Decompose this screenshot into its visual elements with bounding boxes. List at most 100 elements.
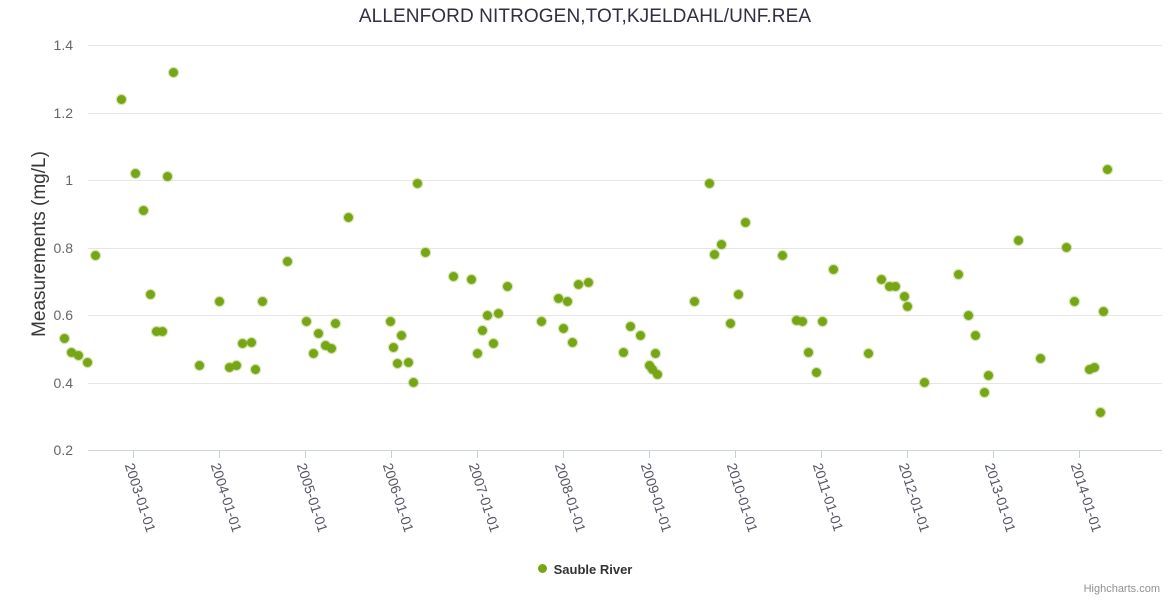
scatter-point[interactable] [330,318,340,328]
scatter-point[interactable] [554,293,564,303]
scatter-point[interactable] [954,270,964,279]
scatter-point[interactable] [343,212,353,222]
scatter-point[interactable] [971,330,981,340]
scatter-point[interactable] [472,349,482,359]
scatter-point[interactable] [573,280,583,290]
scatter-point[interactable] [403,357,413,367]
scatter-point[interactable] [709,249,719,259]
scatter-point[interactable] [59,334,69,344]
scatter-point[interactable] [385,317,395,327]
scatter-point[interactable] [138,205,148,215]
legend-item-sauble-river[interactable]: Sauble River [537,561,632,577]
scatter-point[interactable] [467,275,477,285]
scatter-point[interactable] [251,364,261,374]
scatter-point[interactable] [740,217,750,227]
scatter-point[interactable] [482,310,492,320]
scatter-point[interactable] [194,361,204,371]
scatter-point[interactable] [503,281,513,291]
scatter-point[interactable] [919,378,929,387]
scatter-point[interactable] [1098,307,1108,317]
scatter-point[interactable] [477,325,487,335]
scatter-point[interactable] [803,347,813,357]
scatter-point[interactable] [302,317,312,327]
highcharts-credits[interactable]: Highcharts.com [1083,583,1160,595]
scatter-point[interactable] [902,302,912,312]
scatter-point[interactable] [247,337,257,347]
scatter-point[interactable] [537,317,546,327]
scatter-point[interactable] [145,290,155,300]
scatter-point[interactable] [131,168,141,178]
scatter-point[interactable] [567,337,577,347]
scatter-point[interactable] [1035,354,1045,364]
scatter-point[interactable] [1014,236,1024,246]
scatter-point[interactable] [812,367,822,377]
scatter-point[interactable] [237,339,247,349]
scatter-point[interactable] [1061,243,1071,252]
scatter-point[interactable] [792,315,802,325]
scatter-point[interactable] [726,318,736,328]
scatter-point[interactable] [321,340,331,350]
scatter-point[interactable] [558,324,568,333]
scatter-point[interactable] [618,347,628,357]
scatter-point[interactable] [650,349,660,359]
scatter-point[interactable] [413,178,423,188]
scatter-point[interactable] [1096,408,1105,418]
scatter-point[interactable] [562,297,572,306]
scatter-point[interactable] [214,297,224,306]
scatter-point[interactable] [828,264,838,274]
scatter-point[interactable] [151,327,161,337]
scatter-point[interactable] [876,275,886,285]
scatter-point[interactable] [449,271,459,281]
scatter-point[interactable] [979,388,989,398]
scatter-point[interactable] [162,172,172,182]
scatter-point[interactable] [66,347,76,357]
scatter-point[interactable] [899,291,909,301]
scatter-point[interactable] [224,362,234,372]
scatter-point[interactable] [891,281,901,291]
scatter-point[interactable] [314,329,324,339]
scatter-point[interactable] [984,371,994,381]
scatter-point[interactable] [797,317,807,327]
scatter-point[interactable] [1070,297,1080,306]
scatter-point[interactable] [964,310,974,320]
scatter-point[interactable] [716,239,726,249]
scatter-point[interactable] [690,297,700,306]
scatter-point[interactable] [488,339,498,349]
scatter-point[interactable] [257,297,267,306]
scatter-point[interactable] [584,278,594,288]
scatter-point[interactable] [408,378,418,387]
scatter-point[interactable] [283,256,293,266]
x-axis-tick-label: 2007-01-01 [465,461,504,535]
scatter-point[interactable] [157,327,167,337]
scatter-point[interactable] [309,349,319,359]
scatter-point[interactable] [231,361,241,371]
x-axis-tick-label: 2003-01-01 [121,461,160,535]
scatter-point[interactable] [90,251,100,261]
gridline [88,180,1162,181]
scatter-point[interactable] [647,364,657,374]
scatter-point[interactable] [117,94,127,104]
scatter-point[interactable] [885,281,895,291]
scatter-point[interactable] [777,251,787,261]
scatter-point[interactable] [389,342,399,352]
scatter-point[interactable] [653,369,663,379]
scatter-point[interactable] [626,322,636,332]
scatter-point[interactable] [1102,165,1112,175]
scatter-point[interactable] [82,357,92,367]
scatter-point[interactable] [494,308,503,318]
scatter-point[interactable] [704,178,714,188]
scatter-point[interactable] [1084,364,1094,374]
scatter-point[interactable] [393,359,403,369]
scatter-point[interactable] [733,290,743,300]
scatter-point[interactable] [863,349,873,359]
scatter-point[interactable] [1089,362,1099,372]
chart-legend: Sauble River [0,561,1170,577]
scatter-point[interactable] [396,330,406,340]
scatter-point[interactable] [818,317,828,327]
scatter-point[interactable] [168,67,178,77]
scatter-point[interactable] [635,330,645,340]
scatter-point[interactable] [74,351,84,360]
scatter-point[interactable] [420,248,430,258]
scatter-point[interactable] [327,344,337,354]
x-axis-tick [649,451,650,458]
